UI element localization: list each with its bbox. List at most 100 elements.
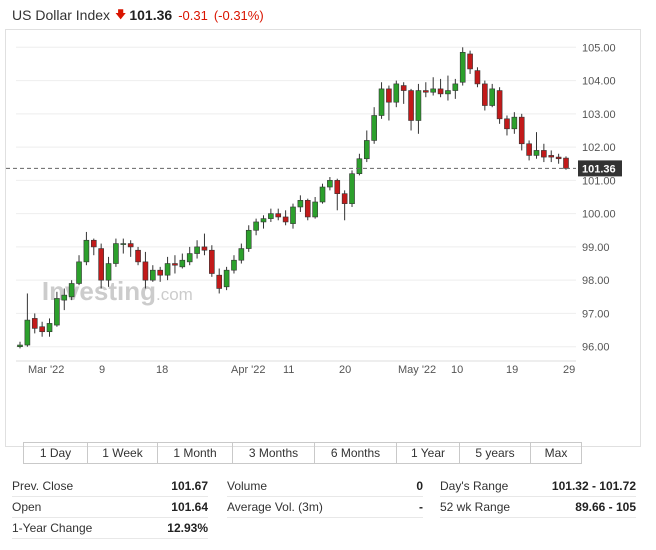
candle-body	[482, 83, 488, 106]
stat-value: 101.64	[171, 500, 208, 514]
candle-body	[327, 180, 333, 188]
stats-column-3: Day's Range 101.32 - 101.72 52 wk Range …	[440, 476, 636, 518]
candle-body	[76, 261, 82, 284]
stat-prev-close: Prev. Close 101.67	[12, 476, 208, 497]
candle-body	[172, 263, 178, 266]
stat-volume: Volume 0	[227, 476, 423, 497]
candle-body	[150, 269, 156, 281]
range-button-6-months[interactable]: 6 Months	[314, 443, 396, 463]
stat-label: 1-Year Change	[12, 521, 93, 535]
y-tick-label: 99.00	[582, 242, 610, 254]
candle-body	[24, 319, 31, 346]
candle-body	[201, 246, 208, 251]
range-button-5-years[interactable]: 5 years	[459, 443, 530, 463]
candle-body	[304, 200, 311, 218]
range-button-max[interactable]: Max	[530, 443, 581, 463]
candle-body	[378, 88, 385, 116]
candle-body	[231, 259, 237, 271]
candle-body	[437, 88, 444, 95]
stat-1-year-change: 1-Year Change 12.93%	[12, 518, 208, 539]
y-tick-label: 101.00	[582, 175, 616, 187]
y-tick-label: 105.00	[582, 42, 616, 54]
candle-body	[548, 155, 555, 158]
stats-column-1: Prev. Close 101.67 Open 101.64 1-Year Ch…	[12, 476, 208, 539]
candle-body	[275, 213, 282, 218]
candle-body	[39, 326, 45, 333]
range-button-1-week[interactable]: 1 Week	[87, 443, 157, 463]
candle-body	[452, 83, 459, 91]
candle-body	[459, 51, 466, 83]
x-tick-label: 19	[506, 364, 518, 376]
candle-body	[290, 206, 296, 224]
x-tick-label: May '22	[398, 364, 436, 376]
quote-header: US Dollar Index 🡇 101.36 -0.31 (-0.31%)	[12, 5, 264, 25]
last-price-tag	[578, 160, 622, 177]
candle-body	[127, 243, 134, 248]
y-tick-label: 103.00	[582, 109, 616, 121]
candle-body	[511, 116, 518, 130]
candle-body	[282, 216, 289, 223]
stat-open: Open 101.64	[12, 497, 208, 518]
y-tick-label: 104.00	[582, 76, 616, 88]
y-tick-label: 98.00	[582, 275, 610, 287]
x-tick-label: Apr '22	[231, 364, 266, 376]
candle-body	[445, 90, 451, 95]
candle-body	[341, 193, 348, 204]
chart-panel: 96.00 97.00 98.00 99.00 100.00 101.00 102.00 10…	[5, 29, 641, 464]
time-range-selector: 1 Day 1 Week 1 Month 3 Months 6 Months 1…	[23, 442, 582, 464]
stat-label: Prev. Close	[12, 479, 74, 493]
range-button-1-year[interactable]: 1 Year	[396, 443, 459, 463]
candle-body	[371, 115, 377, 141]
stat-label: Day's Range	[440, 479, 509, 493]
candle-body	[312, 201, 318, 218]
price-change-percent: (-0.31%)	[213, 7, 264, 23]
candle-body	[555, 156, 562, 160]
candle-body	[223, 269, 230, 288]
stat-52-week-range: 52 wk Range 89.66 - 105	[440, 497, 636, 518]
candle-body	[363, 140, 370, 160]
investing-watermark: Investing	[42, 276, 156, 306]
candle-body	[533, 150, 540, 156]
candlestick-chart[interactable]: 96.00 97.00 98.00 99.00 100.00 101.00 102.00 10…	[6, 30, 640, 410]
down-arrow-icon: 🡇	[115, 8, 127, 21]
x-tick-label: 10	[451, 364, 463, 376]
candle-body	[216, 274, 223, 289]
candle-body	[496, 90, 503, 120]
stat-label: Average Vol. (3m)	[227, 500, 323, 514]
candle-body	[541, 150, 547, 158]
stat-value: 101.67	[171, 479, 208, 493]
y-tick-label: 97.00	[582, 308, 610, 320]
range-button-1-month[interactable]: 1 Month	[157, 443, 232, 463]
candle-body	[415, 90, 422, 121]
candle-body	[393, 83, 400, 103]
stat-value: 101.32 - 101.72	[551, 479, 636, 493]
candle-body	[90, 239, 97, 248]
x-tick-label: 11	[283, 364, 294, 376]
range-button-1-day[interactable]: 1 Day	[39, 446, 72, 460]
candle-body	[113, 243, 119, 264]
candle-body	[83, 239, 90, 263]
candle-body	[142, 261, 149, 281]
candle-body	[474, 70, 481, 85]
stat-value: 89.66 - 105	[575, 500, 636, 514]
stat-value: -	[419, 500, 423, 514]
x-tick-label: 20	[339, 364, 351, 376]
candle-body	[209, 249, 215, 274]
candle-body	[61, 294, 68, 301]
stats-column-2: Volume 0 Average Vol. (3m) -	[227, 476, 423, 518]
range-button-3-months[interactable]: 3 Months	[232, 443, 314, 463]
stat-average-volume: Average Vol. (3m) -	[227, 497, 423, 518]
y-tick-label: 102.00	[582, 142, 616, 154]
candle-body	[157, 269, 163, 276]
x-tick-label: Mar '22	[28, 364, 64, 376]
candle-body	[504, 118, 510, 130]
stat-value: 0	[416, 479, 423, 493]
candle-body	[423, 90, 429, 93]
candle-body	[179, 259, 186, 268]
instrument-name: US Dollar Index	[12, 7, 111, 23]
candle-body	[349, 173, 355, 204]
stat-value: 12.93%	[167, 521, 208, 535]
candle-body	[253, 221, 259, 231]
candle-body	[400, 85, 407, 91]
candle-body	[186, 253, 193, 263]
